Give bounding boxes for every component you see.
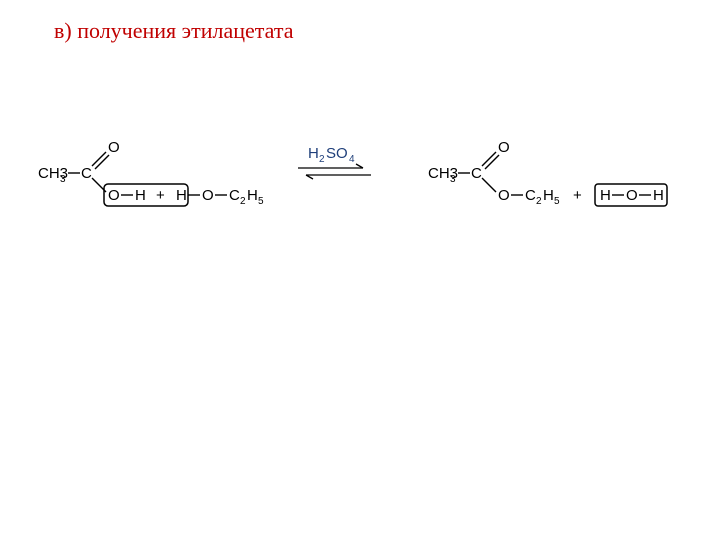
reaction-scheme: CH3 3 C O O H + H O C 2 H 5 H 2 SO 4 CH3… [38, 110, 698, 210]
svg-text:5: 5 [554, 196, 560, 207]
water-h2: H [653, 187, 664, 204]
right-carbonyl-o: O [498, 139, 510, 156]
catalyst-label: H [308, 145, 319, 162]
svg-text:2: 2 [319, 154, 325, 165]
svg-text:3: 3 [60, 174, 66, 185]
left-carbonyl-o: O [108, 139, 120, 156]
svg-text:H: H [543, 187, 554, 204]
svg-text:3: 3 [450, 174, 456, 185]
left-carbonyl-c: C [81, 165, 92, 182]
svg-text:2: 2 [536, 196, 542, 207]
svg-text:4: 4 [349, 154, 355, 165]
left-alc-h: H [176, 187, 187, 204]
svg-text:2: 2 [240, 196, 246, 207]
svg-text:5: 5 [258, 196, 264, 207]
plus-1: + [156, 187, 165, 204]
right-ester-o: O [498, 187, 510, 204]
reaction-svg: CH3 3 C O O H + H O C 2 H 5 H 2 SO 4 CH3… [38, 110, 698, 210]
svg-text:H: H [247, 187, 258, 204]
title: в) получения этилацетата [54, 18, 294, 44]
water-h1: H [600, 187, 611, 204]
left-alc-o: O [202, 187, 214, 204]
svg-text:C: C [229, 187, 240, 204]
right-ester-c: C [471, 165, 482, 182]
svg-text:SO: SO [326, 145, 348, 162]
plus-2: + [573, 187, 582, 204]
left-oh-o: O [108, 187, 120, 204]
left-oh-h: H [135, 187, 146, 204]
svg-text:C: C [525, 187, 536, 204]
water-o: O [626, 187, 638, 204]
